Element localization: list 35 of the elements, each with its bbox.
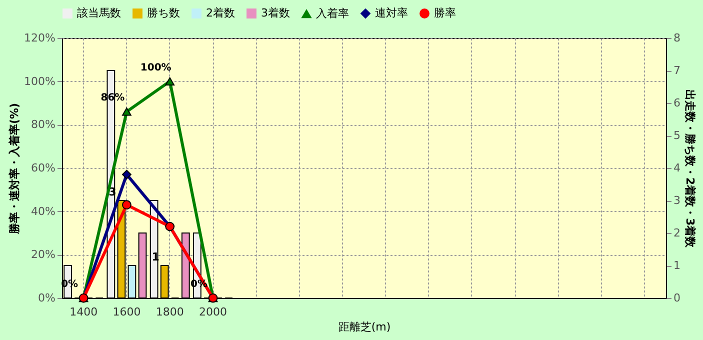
y2-tick-label: 0 bbox=[674, 292, 680, 304]
y-tick-label: 80% bbox=[31, 118, 56, 132]
legend-label: 勝率 bbox=[434, 6, 456, 20]
x-tick-label: 1400 bbox=[70, 306, 98, 318]
y-tick-label: 120% bbox=[24, 32, 56, 44]
y2-tick-label: 3 bbox=[674, 194, 680, 207]
y2-tick-label: 1 bbox=[674, 259, 680, 272]
point bbox=[122, 170, 132, 180]
legend-label: 入着率 bbox=[316, 6, 349, 20]
legend-label: 3着数 bbox=[261, 6, 290, 20]
point bbox=[122, 108, 132, 116]
y2-axis-title: 出走数・勝ち数・2着数・3着数 bbox=[684, 89, 696, 249]
y-tick-label: 100% bbox=[24, 74, 56, 88]
y-tick-label: 0% bbox=[38, 292, 56, 304]
y-axis-title: 勝率・連対率・入着率(%) bbox=[8, 102, 22, 236]
legend-label: 該当馬数 bbox=[77, 6, 121, 20]
y-tick-label: 60% bbox=[31, 162, 56, 174]
y2-tick-label: 2 bbox=[674, 226, 680, 240]
x-tick-label: 1600 bbox=[112, 306, 141, 318]
x-tick-label: 1800 bbox=[156, 306, 184, 318]
y2-tick-label: 8 bbox=[674, 32, 680, 44]
y2-tick-label: 5 bbox=[674, 129, 680, 142]
point bbox=[122, 200, 132, 210]
y-tick-label: 20% bbox=[31, 248, 56, 262]
legend-label: 連対率 bbox=[375, 6, 408, 20]
y2-tick-label: 7 bbox=[674, 64, 680, 77]
legend-label: 2着数 bbox=[206, 6, 235, 20]
y-tick-label: 40% bbox=[31, 204, 56, 218]
y2-tick-label: 6 bbox=[674, 96, 680, 110]
legend-label: 勝ち数 bbox=[147, 6, 180, 20]
y2-tick-label: 4 bbox=[674, 162, 680, 174]
data-label: 100% bbox=[140, 62, 172, 74]
x-tick-label: 2000 bbox=[199, 306, 227, 318]
point bbox=[165, 77, 175, 86]
x-axis-title: 距離芝(m) bbox=[338, 320, 391, 334]
